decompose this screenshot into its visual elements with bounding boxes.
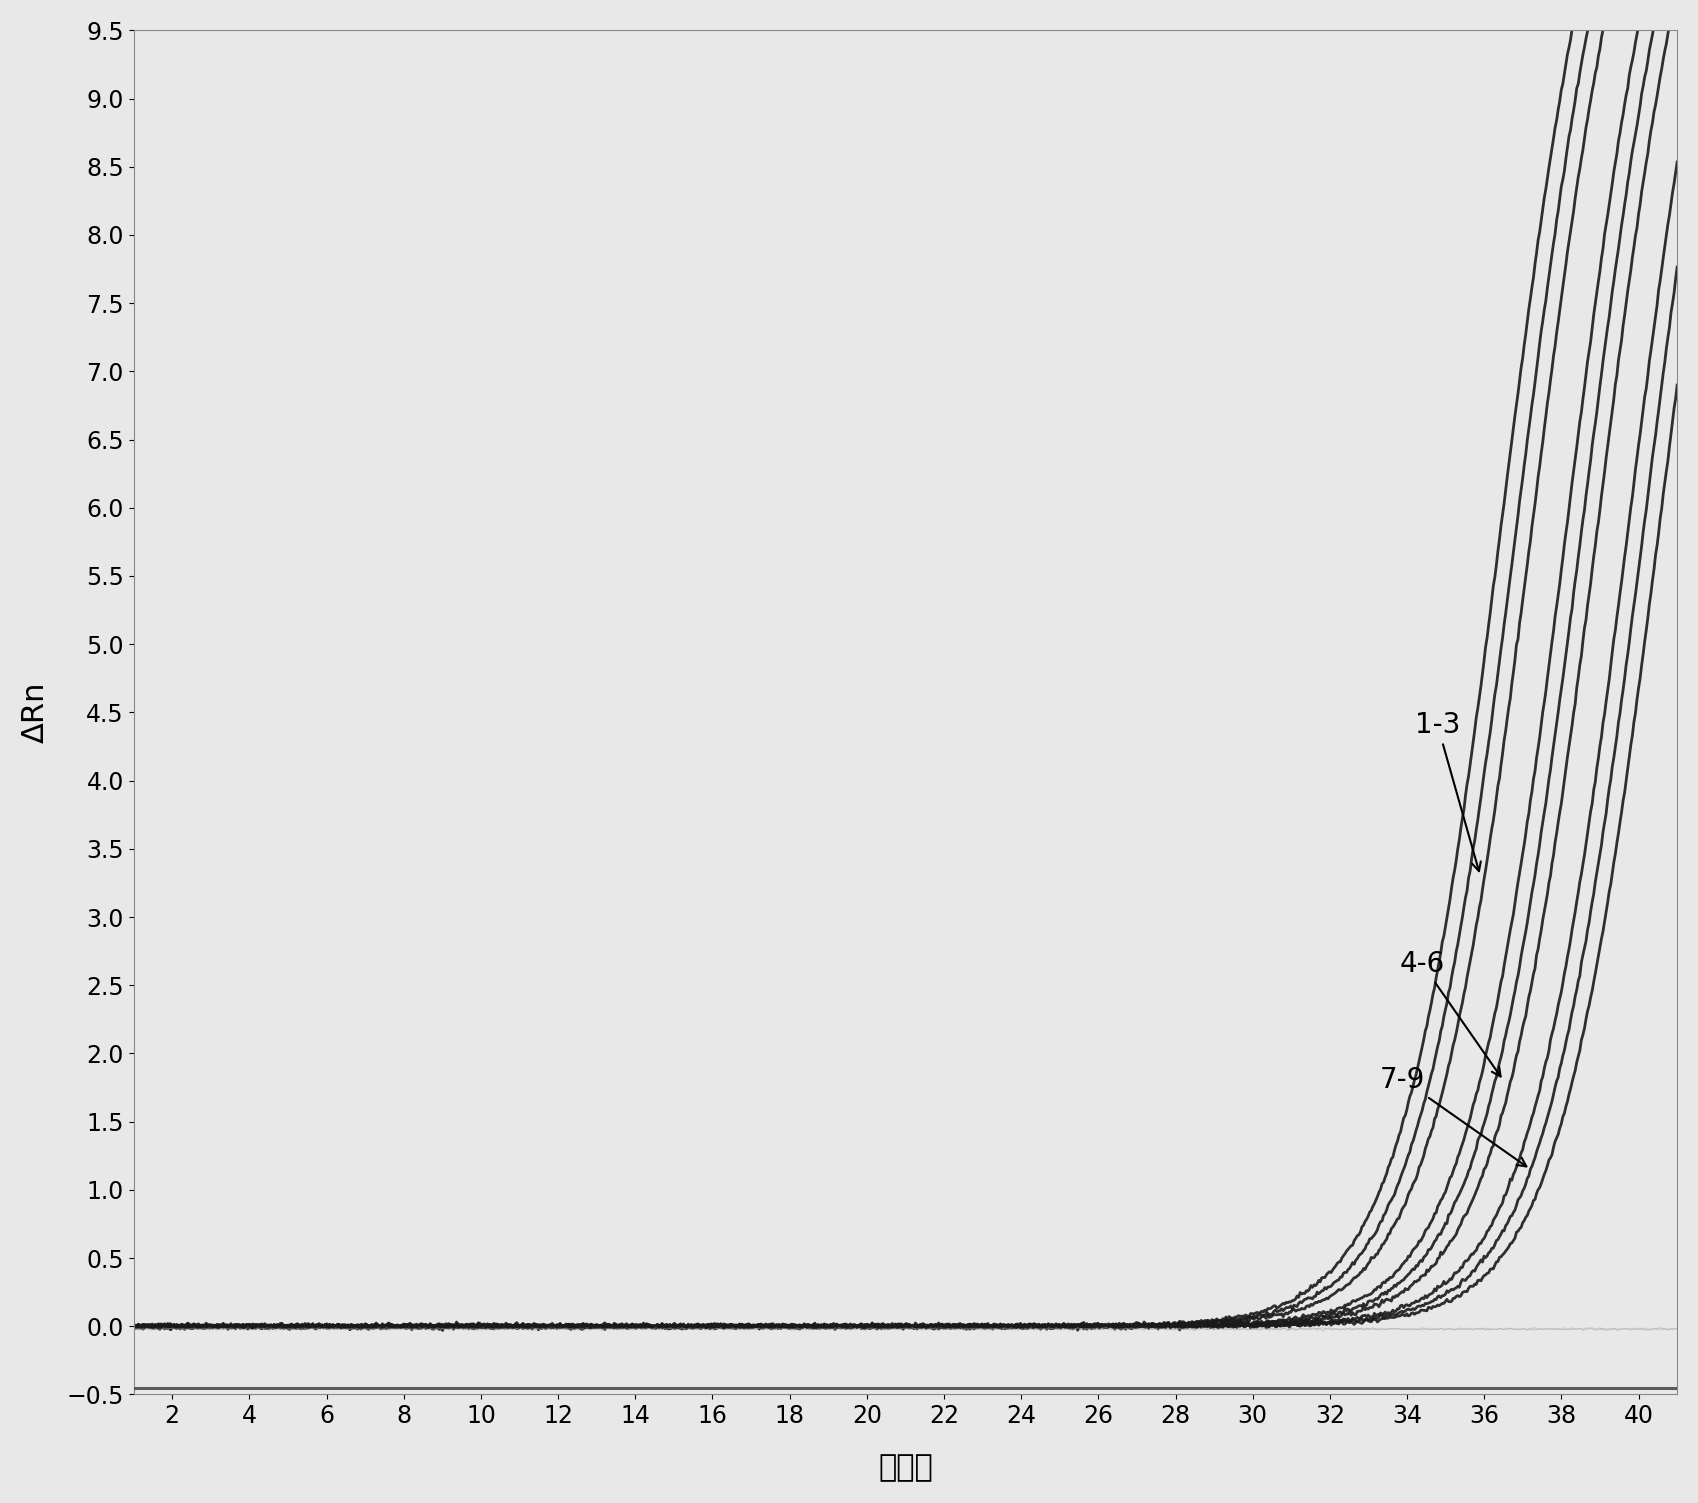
Y-axis label: ΔRn: ΔRn bbox=[20, 682, 49, 742]
Text: 1-3: 1-3 bbox=[1414, 711, 1481, 872]
Text: 7-9: 7-9 bbox=[1380, 1066, 1527, 1166]
X-axis label: 循环数: 循环数 bbox=[878, 1453, 932, 1482]
Text: 4-6: 4-6 bbox=[1399, 950, 1501, 1076]
